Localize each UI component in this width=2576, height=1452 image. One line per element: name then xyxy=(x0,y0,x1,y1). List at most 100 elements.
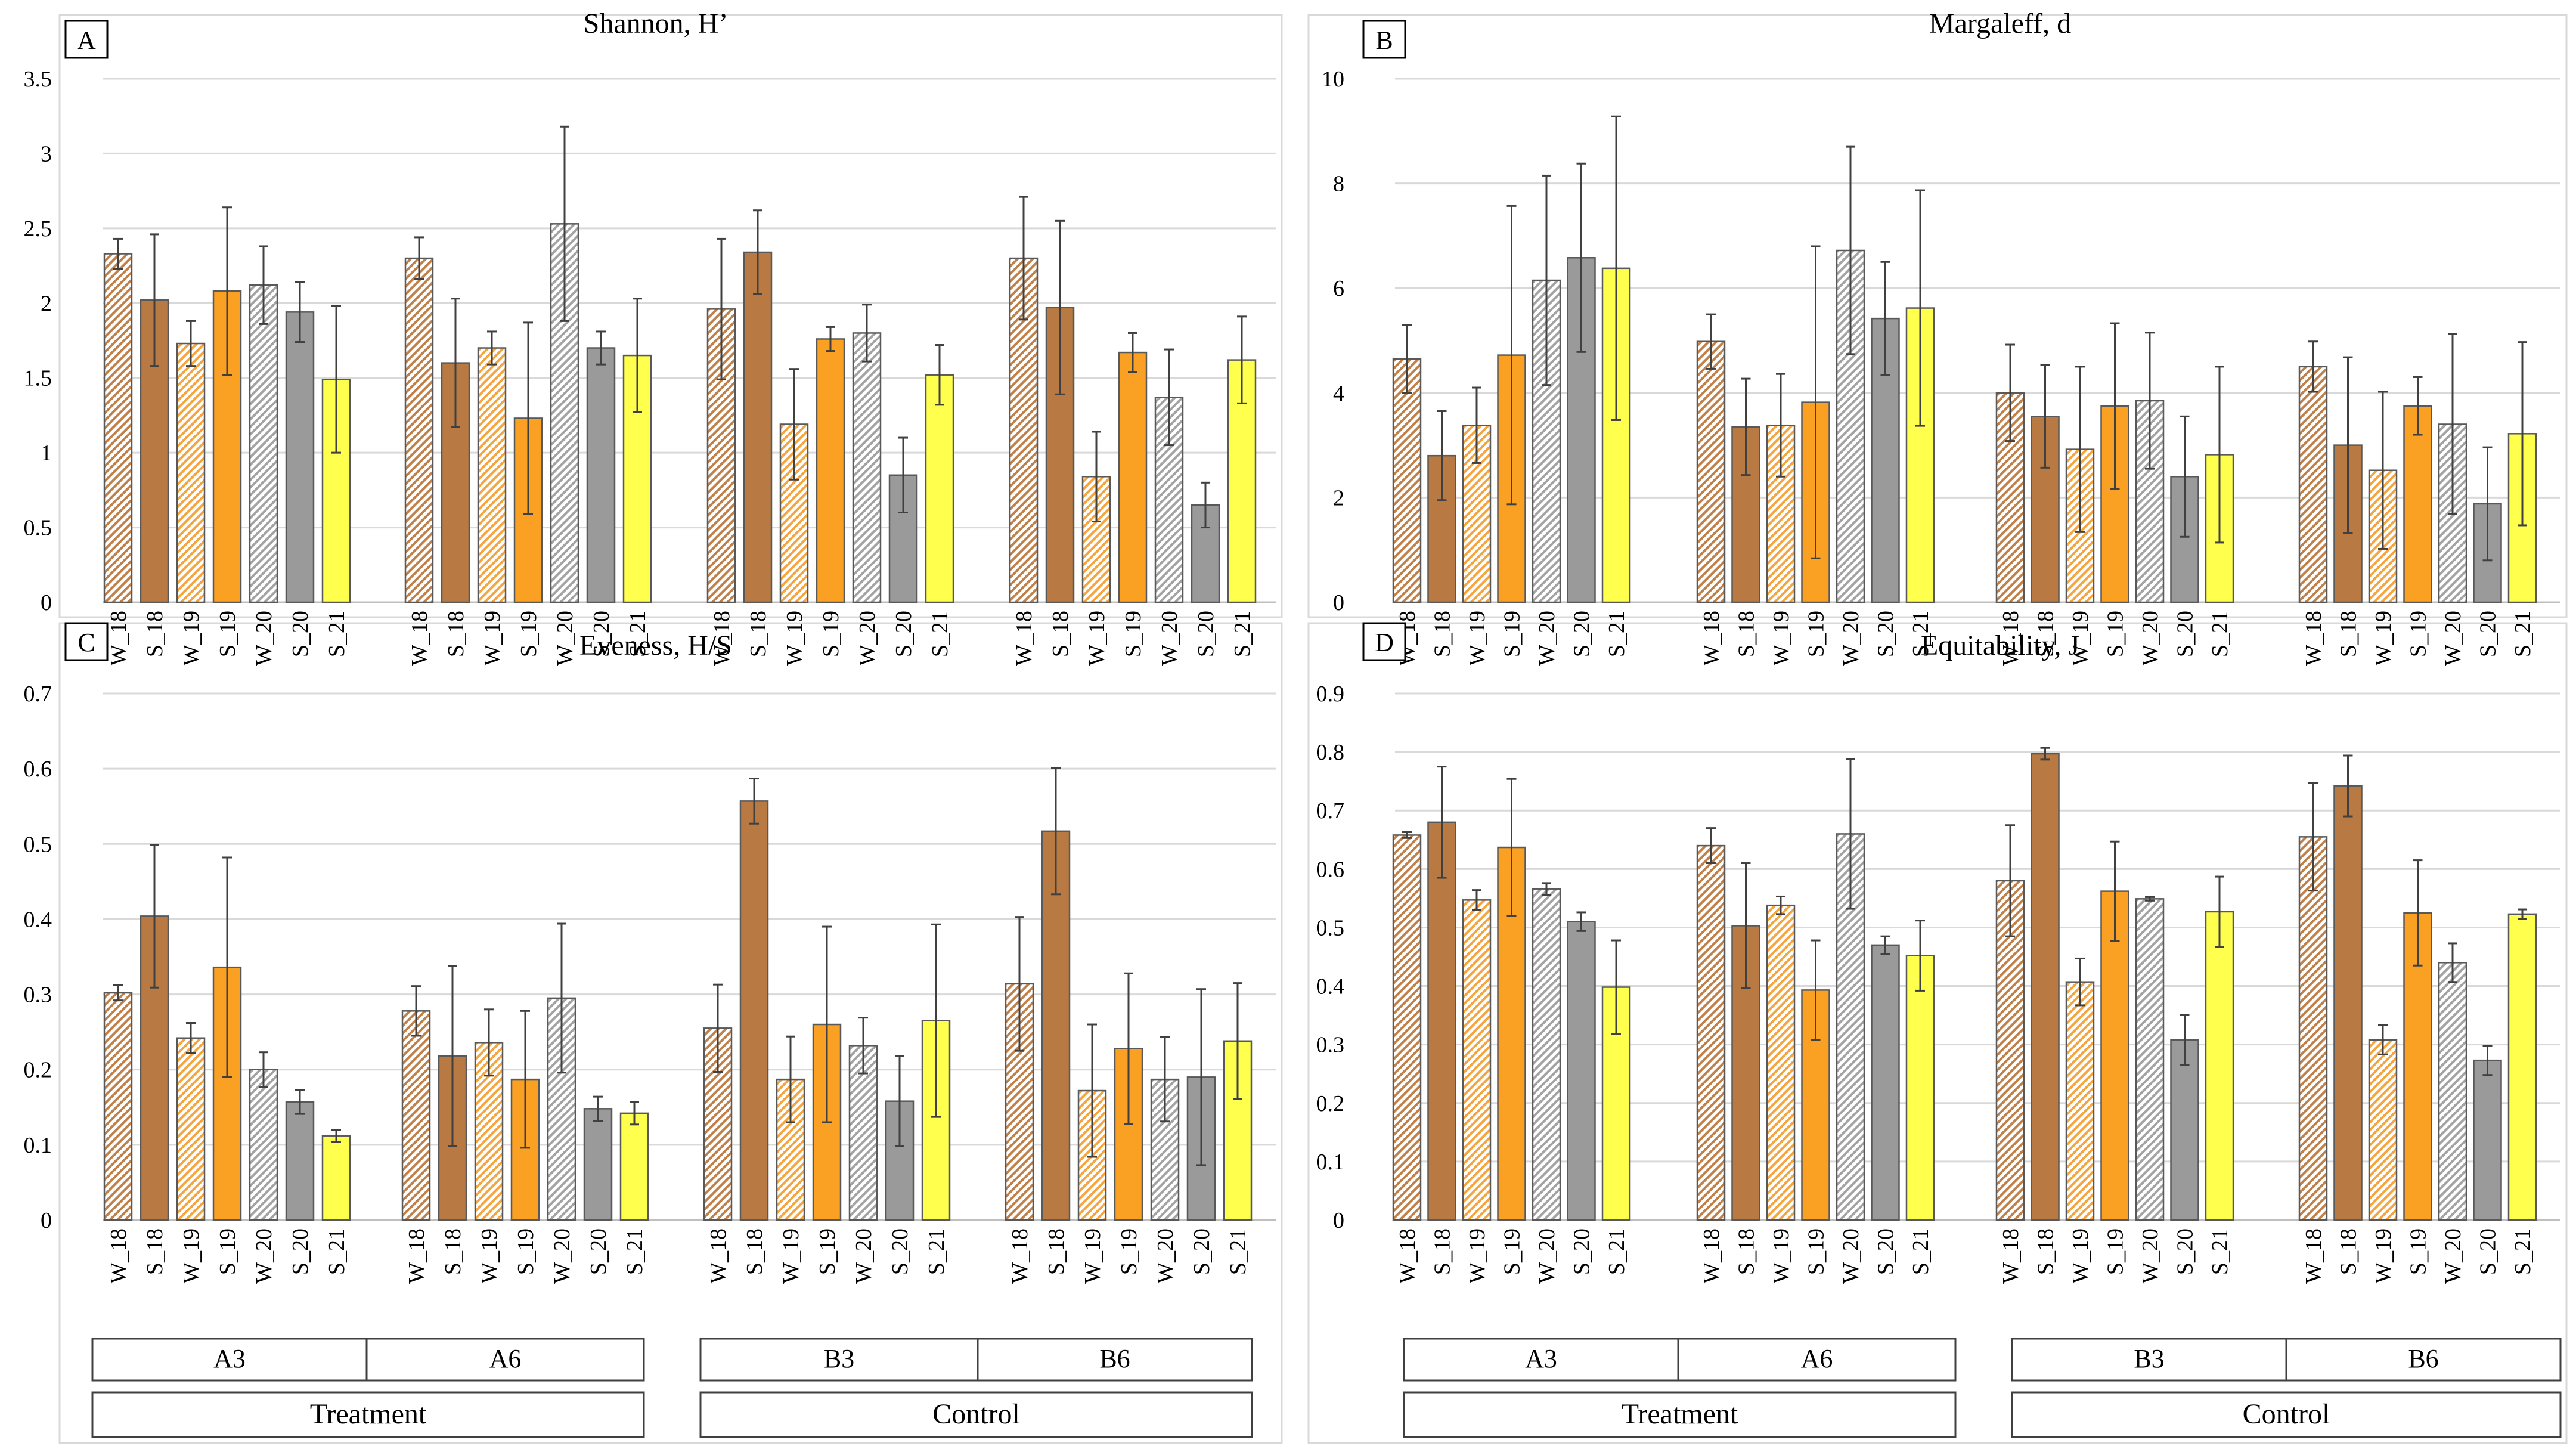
x-tick-label: W_19 xyxy=(1084,611,1109,666)
y-tick-label: 8 xyxy=(1333,172,1344,197)
error-bar xyxy=(1741,377,1751,476)
bar-a3-w-20 xyxy=(249,284,278,603)
bar-b6-s-20 xyxy=(1191,504,1220,603)
x-tick-label: S_19 xyxy=(2103,611,2128,657)
y-tick-label: 0.7 xyxy=(1316,798,1345,823)
error-bar xyxy=(523,321,533,515)
bar-a3-w-19 xyxy=(176,342,206,603)
error-bar xyxy=(2518,341,2527,527)
panel-b-letter-box xyxy=(1362,20,1406,59)
error-bar xyxy=(331,305,341,454)
bar-b6-s-19 xyxy=(2403,405,2432,603)
error-bar xyxy=(1472,386,1481,464)
bar-b3-s-21 xyxy=(2205,911,2234,1221)
y-tick-label: 0.5 xyxy=(24,516,52,541)
x-tick-label: S_20 xyxy=(888,1228,913,1275)
error-bar xyxy=(1811,245,1821,559)
error-bar xyxy=(1741,862,1751,989)
error-bar xyxy=(2308,782,2318,892)
x-tick-label: S_21 xyxy=(1230,611,1255,657)
x-tick-label: S_19 xyxy=(215,1228,240,1275)
bar-a3-w-18 xyxy=(103,992,133,1221)
x-tick-label: W_18 xyxy=(2301,1228,2326,1284)
x-tick-label: W_19 xyxy=(2371,1228,2396,1284)
panel-b-title: Margaleff, d xyxy=(1929,8,2071,39)
x-tick-label: S_20 xyxy=(589,611,614,657)
site-label: B3 xyxy=(2134,1344,2164,1373)
x-tick-label: S_19 xyxy=(1500,611,1525,657)
x-tick-label: S_21 xyxy=(924,1228,949,1275)
x-tick-label: S_21 xyxy=(1226,1228,1251,1275)
x-tick-label: S_21 xyxy=(625,611,650,657)
panel-a-title: Shannon, H’ xyxy=(584,8,729,39)
x-tick-label: S_18 xyxy=(742,1228,767,1275)
error-bar xyxy=(2040,747,2050,761)
bar-b6-s-19 xyxy=(1118,351,1148,603)
y-tick-label: 4 xyxy=(1333,381,1344,406)
bar-a3-w-18 xyxy=(1392,834,1422,1221)
bar-a6-s-20 xyxy=(1871,944,1900,1221)
site-cell xyxy=(1677,1338,1957,1382)
x-tick-label: S_19 xyxy=(819,611,844,657)
x-tick-label: W_19 xyxy=(1465,1228,1490,1284)
bar-a3-s-21 xyxy=(321,1135,351,1221)
x-tick-label: W_20 xyxy=(252,1228,277,1284)
y-tick-label: 0.4 xyxy=(24,907,52,932)
x-tick-label: W_19 xyxy=(179,1228,204,1284)
panel-a-plot: 0 0.5 1 1.5 2 2.5 3 3.5 W_18 S_18 W_19 S_19 W_20 S_20… xyxy=(24,67,1276,666)
bar-b3-w-19 xyxy=(2065,981,2095,1221)
y-tick-label: 0.6 xyxy=(24,757,52,782)
y-tick-label: 2.5 xyxy=(24,216,52,242)
error-bar xyxy=(862,304,872,363)
error-bar xyxy=(2413,859,2423,967)
panel-b-letter: B xyxy=(1375,26,1393,55)
site-label: A3 xyxy=(1525,1344,1557,1373)
bar-b6-s-21 xyxy=(2507,913,2537,1221)
x-tick-label: S_18 xyxy=(1430,1228,1455,1275)
panel-c-letter-box xyxy=(64,622,109,661)
x-tick-label: S_18 xyxy=(441,1228,466,1275)
x-tick-label: S_21 xyxy=(324,611,349,657)
error-bar xyxy=(2145,332,2155,470)
x-tick-label: S_18 xyxy=(1734,611,1759,657)
x-tick-label: S_18 xyxy=(1048,611,1073,657)
panel-d-letter-box xyxy=(1362,622,1406,661)
y-tick-label: 0.2 xyxy=(1316,1091,1345,1116)
y-tick-label: 3.5 xyxy=(24,67,52,92)
error-bar xyxy=(1233,982,1242,1100)
error-bar xyxy=(2110,840,2120,942)
error-bar xyxy=(2040,364,2050,469)
bar-a3-s-20 xyxy=(285,1101,315,1221)
panel-b-plot: 0 2 4 6 8 10 W_18 S_18 W_19 S_19 W_20 S_20 S_21 W_18 S… xyxy=(1322,67,2560,666)
site-group-table-left: A3 A6 B3 B6 Treatment Control xyxy=(91,1338,1253,1438)
x-tick-label: S_20 xyxy=(1570,611,1595,657)
bar-b3-w-18 xyxy=(1995,880,2025,1221)
x-tick-label: S_19 xyxy=(2406,611,2431,657)
x-tick-label: S_19 xyxy=(215,611,240,657)
error-bar xyxy=(448,965,457,1147)
x-tick-label: S_18 xyxy=(746,611,771,657)
error-bar xyxy=(630,1101,639,1126)
panel-a-letter-box xyxy=(64,20,109,59)
x-tick-label: S_19 xyxy=(815,1228,840,1275)
x-tick-label: S_21 xyxy=(928,611,953,657)
error-bar xyxy=(593,1095,603,1122)
x-tick-label: S_19 xyxy=(1500,1228,1525,1275)
x-tick-label: S_21 xyxy=(2208,1228,2233,1275)
site-label: B3 xyxy=(824,1344,854,1373)
x-tick-label: S_21 xyxy=(1908,1228,1933,1275)
bar-a3-w-18 xyxy=(1392,358,1422,603)
y-tick-label: 0.5 xyxy=(1316,915,1345,940)
error-bar xyxy=(186,1022,196,1054)
y-tick-label: 0 xyxy=(1333,1208,1344,1233)
x-tick-label: W_19 xyxy=(1080,1228,1105,1284)
x-tick-label: S_21 xyxy=(622,1228,647,1275)
error-bar xyxy=(2448,333,2457,515)
error-bar xyxy=(1201,481,1210,529)
error-bar xyxy=(1776,895,1785,915)
panel-c-border xyxy=(58,622,1283,1444)
x-tick-label: W_18 xyxy=(106,611,131,666)
error-bar xyxy=(2005,343,2015,442)
site-label: A6 xyxy=(489,1344,522,1373)
site-cell xyxy=(2285,1338,2562,1382)
